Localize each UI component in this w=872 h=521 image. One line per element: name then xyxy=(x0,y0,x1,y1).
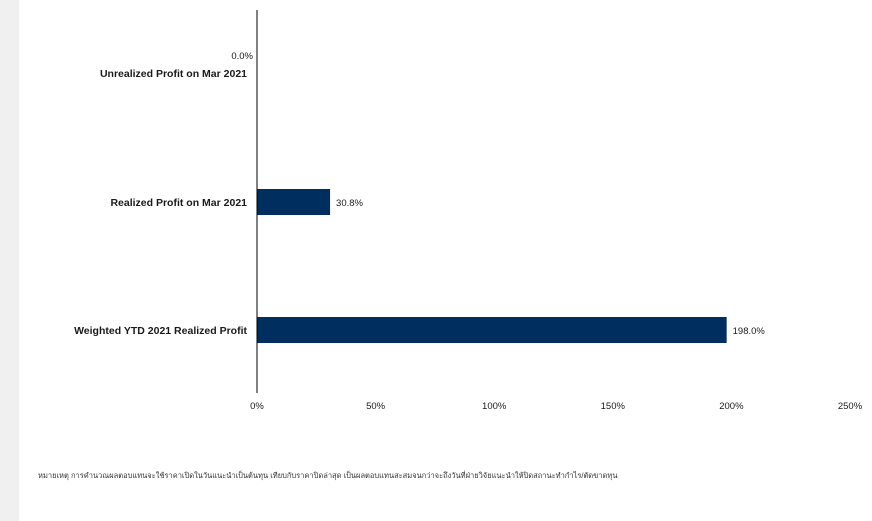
category-label-0: Unrealized Profit on Mar 2021 xyxy=(100,68,247,80)
bar-1 xyxy=(257,189,331,215)
category-label-1: Realized Profit on Mar 2021 xyxy=(110,197,247,209)
left-margin-strip xyxy=(0,0,19,521)
footnote: หมายเหตุ การคำนวณผลตอบแทนจะใช้ราคาเปิดใน… xyxy=(38,471,618,480)
category-label-2: Weighted YTD 2021 Realized Profit xyxy=(74,325,247,337)
bar-chart-svg: 0.0% Unrealized Profit on Mar 2021 Realize… xyxy=(74,10,863,412)
bar-2 xyxy=(257,317,727,343)
x-tick-label-5: 250% xyxy=(838,401,863,412)
value-label-0: 0.0% xyxy=(231,51,253,62)
value-label-1: 30.8% xyxy=(336,198,363,209)
x-tick-label-1: 50% xyxy=(366,401,386,412)
value-label-2: 198.0% xyxy=(733,326,766,337)
x-tick-label-2: 100% xyxy=(482,401,507,412)
x-tick-label-4: 200% xyxy=(719,401,744,412)
x-tick-label-0: 0% xyxy=(250,401,264,412)
x-tick-label-3: 150% xyxy=(601,401,626,412)
bar-chart: 0.0% Unrealized Profit on Mar 2021 Realize… xyxy=(74,10,863,412)
